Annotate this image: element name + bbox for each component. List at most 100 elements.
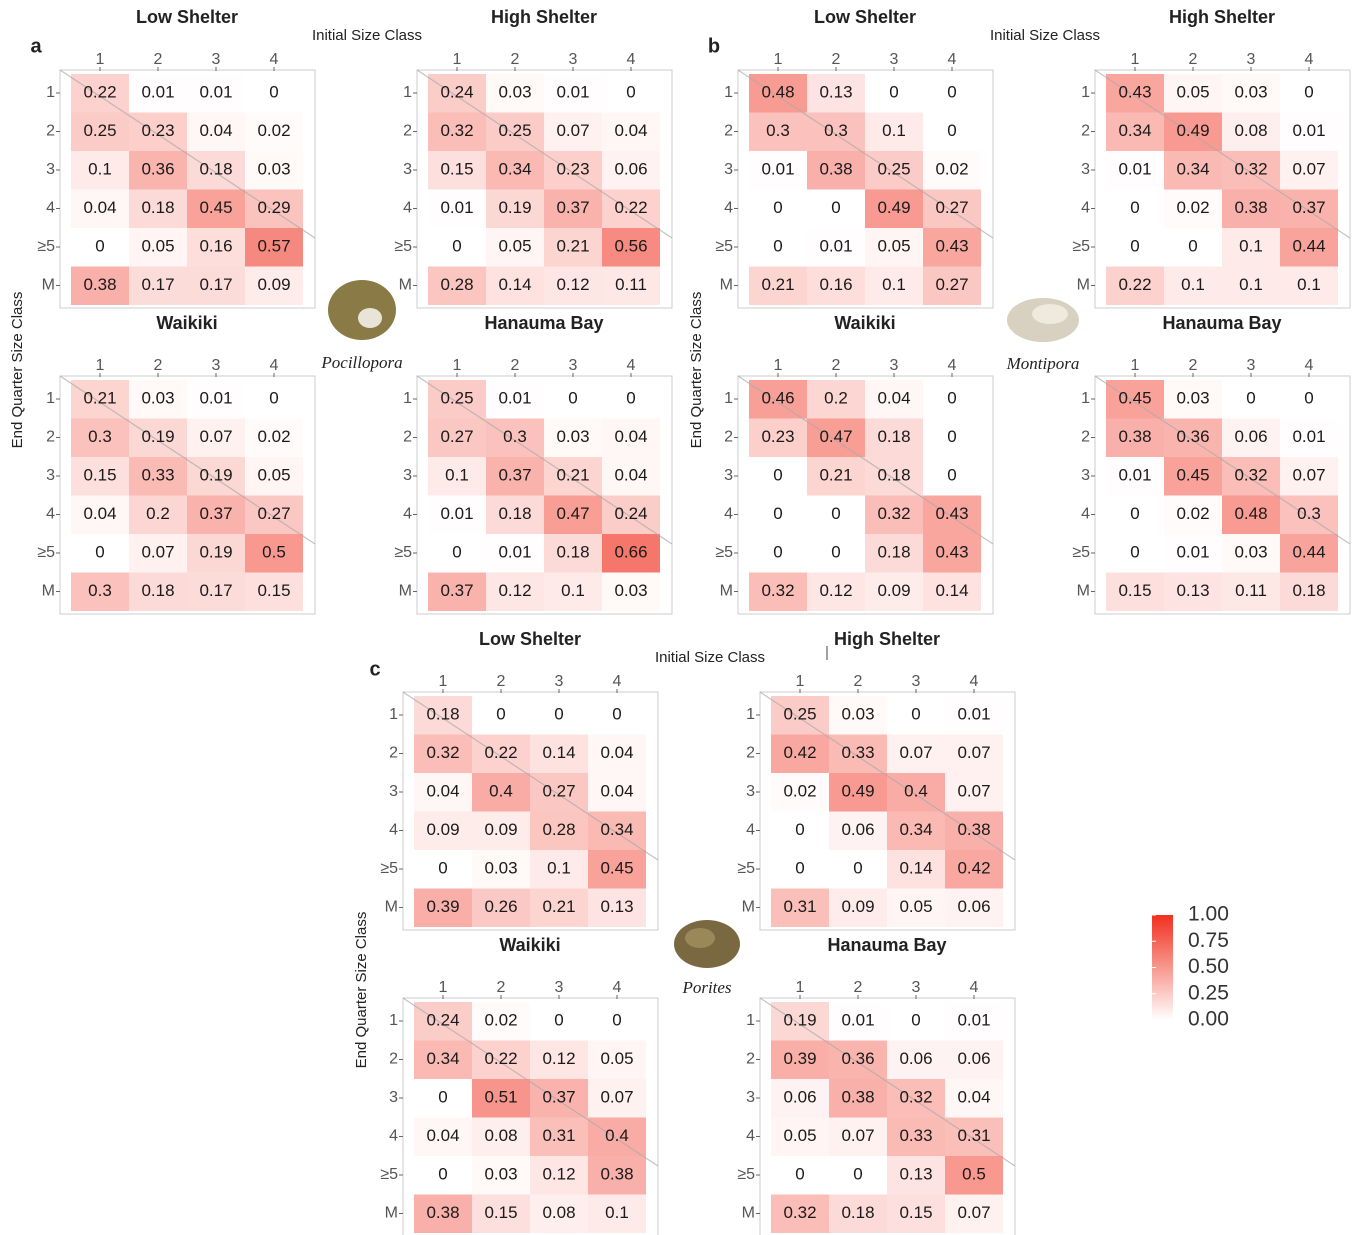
cell	[887, 1040, 945, 1079]
cell	[749, 228, 807, 267]
x-tick-label: 1	[453, 51, 462, 68]
cell-value: 0.24	[614, 504, 647, 523]
y-tick-label: ≥5	[37, 238, 55, 255]
cell	[602, 572, 660, 611]
cell	[829, 1002, 887, 1041]
cell	[1164, 112, 1222, 151]
cell-value: 0.42	[957, 858, 990, 877]
x-tick-label: 3	[569, 51, 578, 68]
cell	[486, 151, 544, 190]
y-tick-label: M	[399, 277, 412, 294]
cell-value: 0.01	[1118, 159, 1151, 178]
x-tick-label: 2	[154, 357, 163, 374]
cell	[865, 418, 923, 457]
cell-value: 0.18	[426, 704, 459, 723]
cell	[187, 495, 245, 534]
cell	[428, 534, 486, 573]
cell	[1164, 572, 1222, 611]
cell	[472, 811, 530, 850]
cell	[945, 773, 1003, 812]
cell	[245, 380, 303, 419]
cell	[865, 534, 923, 573]
y-tick-label: 3	[746, 1089, 755, 1106]
y-tick-label: ≥5	[380, 860, 398, 877]
cell-value: 0.45	[1176, 465, 1209, 484]
cell	[1106, 266, 1164, 305]
cell-value: 0.01	[1292, 427, 1325, 446]
cell-value: 0.04	[600, 781, 633, 800]
y-axis-label: End Quarter Size Class	[9, 292, 26, 449]
cell-value: 0.3	[503, 427, 527, 446]
cell-value: 0.3	[766, 121, 790, 140]
colorbar-label: 0.50	[1188, 955, 1229, 978]
cell-value: 0	[612, 704, 621, 723]
cell	[245, 151, 303, 190]
x-tick-label: 4	[1305, 51, 1314, 68]
y-tick-label: 2	[46, 123, 55, 140]
cell	[486, 572, 544, 611]
x-tick-label: 3	[1247, 51, 1256, 68]
cell-value: 0	[795, 1164, 804, 1183]
chart-title: High Shelter	[1169, 7, 1275, 27]
cell-value: 0.18	[141, 581, 174, 600]
cell	[829, 1040, 887, 1079]
cell-value: 0.4	[904, 781, 928, 800]
cell-value: 0.15	[83, 465, 116, 484]
cell-value: 0.12	[542, 1164, 575, 1183]
x-tick-label: 2	[1189, 51, 1198, 68]
cell-value: 0.12	[556, 275, 589, 294]
cell	[544, 418, 602, 457]
cell-value: 0.08	[542, 1203, 575, 1222]
cell-value: 0.07	[141, 542, 174, 561]
cell	[588, 888, 646, 927]
cell	[1106, 534, 1164, 573]
species-label: Montipora	[1006, 354, 1080, 373]
cell	[865, 380, 923, 419]
cell	[749, 534, 807, 573]
cell	[245, 534, 303, 573]
cell-value: 0.1	[547, 858, 571, 877]
cell	[1164, 228, 1222, 267]
cell	[923, 151, 981, 190]
y-tick-label: 1	[746, 1012, 755, 1029]
x-tick-label: 1	[96, 357, 105, 374]
chart-title: Low Shelter	[479, 629, 581, 649]
cell-value: 0.34	[1118, 121, 1151, 140]
cell-value: 0.03	[484, 858, 517, 877]
x-tick-label: 4	[1305, 357, 1314, 374]
cell-value: 0.15	[257, 581, 290, 600]
y-tick-label: 1	[724, 84, 733, 101]
cell-value: 0.01	[556, 82, 589, 101]
frame	[59, 69, 316, 309]
cell-value: 0	[911, 1010, 920, 1029]
cell-value: 0.1	[561, 581, 585, 600]
cell	[1222, 380, 1280, 419]
diagonal	[759, 997, 1016, 1167]
cell-value: 0.27	[935, 275, 968, 294]
cell-value: 0.21	[556, 236, 589, 255]
cell	[865, 74, 923, 113]
cell-value: 0	[773, 504, 782, 523]
coral-image	[328, 280, 1079, 968]
cell	[923, 457, 981, 496]
cell-value: 0.03	[1176, 388, 1209, 407]
cell-value: 0.04	[600, 743, 633, 762]
cell	[923, 572, 981, 611]
cell-value: 0.18	[877, 427, 910, 446]
cell	[602, 495, 660, 534]
cell	[1164, 534, 1222, 573]
cell	[771, 1156, 829, 1195]
cell-value: 0.07	[556, 121, 589, 140]
chart-title: Waikiki	[156, 313, 217, 333]
cell	[129, 534, 187, 573]
cell-value: 0.21	[819, 465, 852, 484]
cell	[544, 228, 602, 267]
cell	[923, 112, 981, 151]
y-tick-label: M	[1077, 277, 1090, 294]
cell-value: 0.37	[440, 581, 473, 600]
x-tick-label: 1	[774, 51, 783, 68]
frame	[737, 69, 994, 309]
cell	[414, 1079, 472, 1118]
cell	[771, 850, 829, 889]
